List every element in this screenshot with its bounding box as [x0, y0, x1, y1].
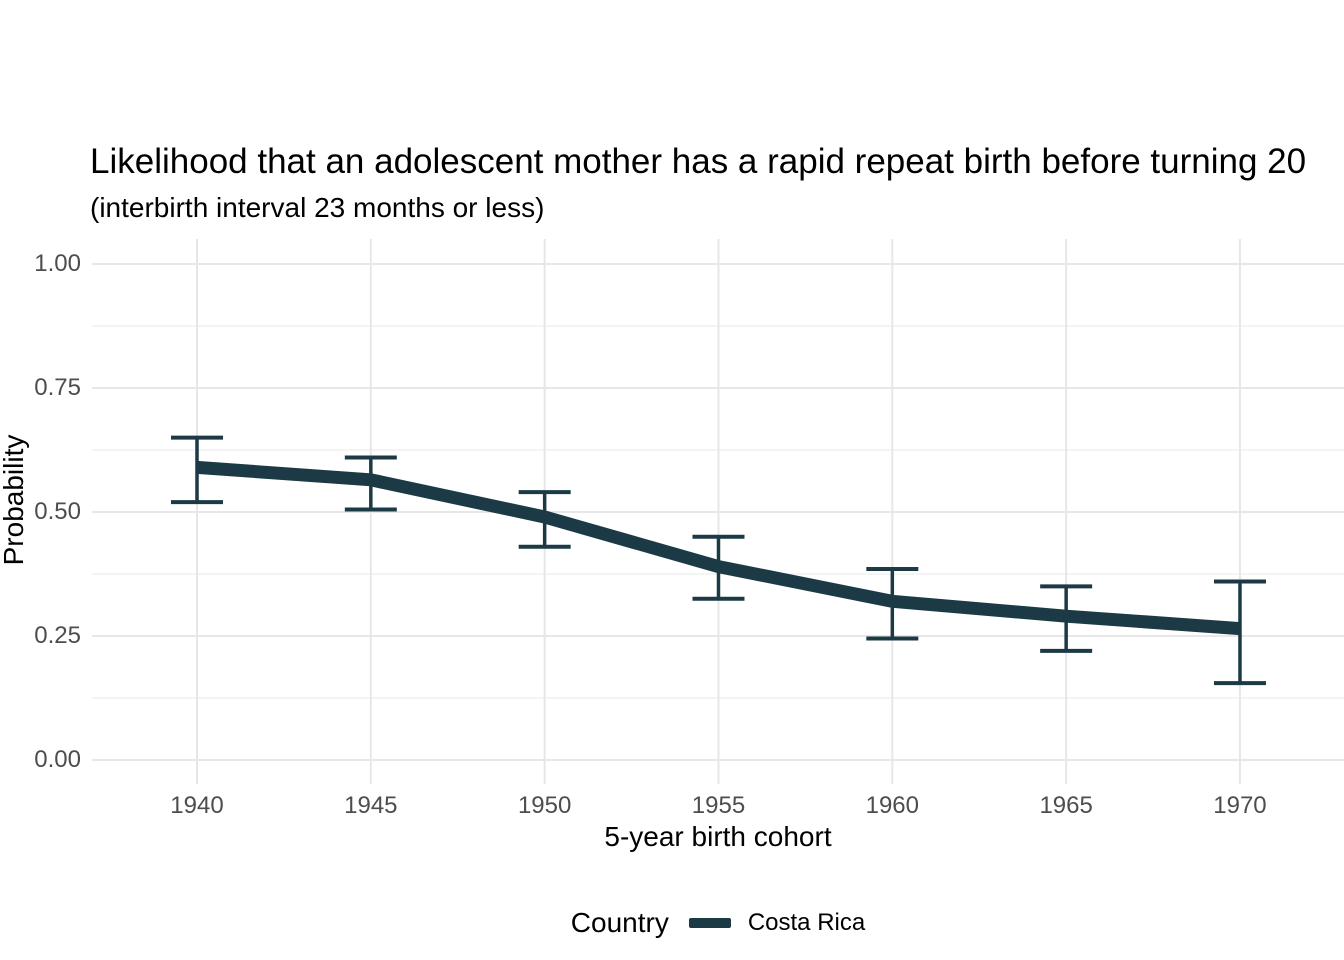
x-tick-label: 1945: [344, 792, 398, 819]
trend-line: [196, 460, 1241, 636]
x-axis-title: 5-year birth cohort: [604, 821, 832, 852]
grid-major-lines: [92, 239, 1344, 784]
x-tick-label: 1960: [865, 792, 919, 819]
chart-subtitle: (interbirth interval 23 months or less): [90, 192, 545, 223]
y-tick-label: 0.25: [34, 622, 81, 649]
error-bars: [171, 435, 1266, 686]
y-axis-title: Probability: [0, 434, 29, 566]
y-tick-label: 0.75: [34, 374, 81, 401]
x-tick-label: 1965: [1039, 792, 1093, 819]
y-tick-label: 0.50: [34, 498, 81, 525]
x-tick-label: 1970: [1213, 792, 1267, 819]
legend-item-label: Costa Rica: [747, 909, 866, 936]
x-tick-label: 1940: [170, 792, 224, 819]
y-tick-label: 0.00: [34, 746, 81, 773]
legend-title: Country: [570, 907, 669, 938]
chart-title: Likelihood that an adolescent mother has…: [90, 142, 1307, 181]
legend: Country Costa Rica: [46, 905, 1344, 941]
x-tick-label: 1950: [517, 792, 572, 819]
legend-line-swatch: [688, 918, 731, 928]
y-tick-label: 1.00: [34, 250, 81, 277]
x-tick-label: 1955: [691, 792, 746, 819]
